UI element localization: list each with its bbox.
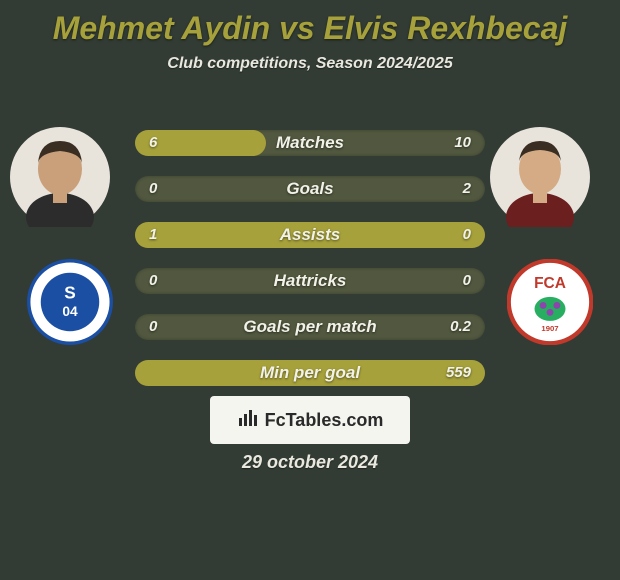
avatar-placeholder-icon [490, 127, 590, 227]
svg-text:04: 04 [62, 304, 78, 319]
comparison-card: Mehmet Aydin vs Elvis Rexhbecaj Club com… [0, 0, 620, 580]
stat-label: Assists [135, 222, 485, 248]
club-badge-icon: S 04 [27, 259, 113, 345]
date-text: 29 october 2024 [0, 452, 620, 473]
stat-label: Matches [135, 130, 485, 156]
player-right-avatar [490, 127, 590, 227]
stat-label: Min per goal [135, 360, 485, 386]
svg-text:FCA: FCA [534, 275, 566, 292]
watermark-text: FcTables.com [265, 410, 384, 431]
stat-row: 559Min per goal [135, 350, 485, 396]
stat-label: Hattricks [135, 268, 485, 294]
stat-row: 00.2Goals per match [135, 304, 485, 350]
stat-label: Goals [135, 176, 485, 202]
page-title: Mehmet Aydin vs Elvis Rexhbecaj [0, 0, 620, 47]
club-right-logo: FCA 1907 [500, 252, 600, 352]
stat-label: Goals per match [135, 314, 485, 340]
club-badge-icon: FCA 1907 [507, 259, 593, 345]
player-left-avatar [10, 127, 110, 227]
svg-text:S: S [64, 283, 75, 303]
stat-row: 610Matches [135, 120, 485, 166]
avatar-placeholder-icon [10, 127, 110, 227]
watermark-icon [237, 406, 259, 434]
watermark: FcTables.com [210, 396, 410, 444]
stat-row: 00Hattricks [135, 258, 485, 304]
svg-text:1907: 1907 [541, 324, 558, 333]
club-left-logo: S 04 [20, 252, 120, 352]
stat-row: 02Goals [135, 166, 485, 212]
stat-row: 10Assists [135, 212, 485, 258]
stats-bars: 610Matches02Goals10Assists00Hattricks00.… [135, 120, 485, 396]
subtitle: Club competitions, Season 2024/2025 [0, 55, 620, 73]
